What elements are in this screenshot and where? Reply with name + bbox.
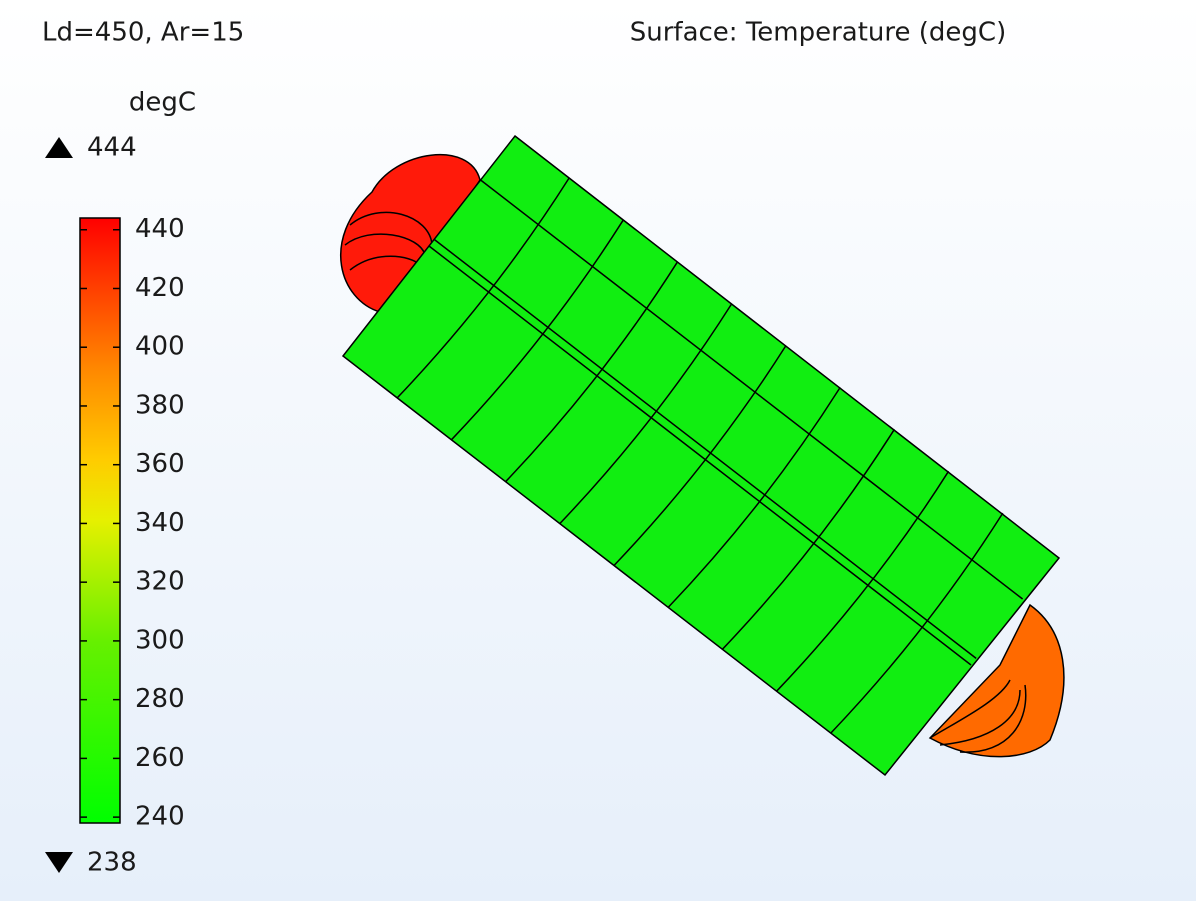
plot-label: Ld=450, Ar=15 bbox=[42, 18, 244, 48]
color-bar bbox=[80, 218, 120, 823]
tick-label: 260 bbox=[135, 743, 185, 773]
tick-label: 400 bbox=[135, 332, 185, 362]
tick-label: 420 bbox=[135, 273, 185, 303]
tick-label: 300 bbox=[135, 625, 185, 655]
legend-min: 238 bbox=[87, 848, 137, 878]
tick-label: 360 bbox=[135, 449, 185, 479]
tick-label: 340 bbox=[135, 508, 185, 538]
legend-unit: degC bbox=[129, 88, 196, 118]
legend-max: 444 bbox=[87, 133, 137, 163]
tick-label: 380 bbox=[135, 390, 185, 420]
tick-label: 320 bbox=[135, 567, 185, 597]
plot-title: Surface: Temperature (degC) bbox=[630, 18, 1006, 48]
tick-label: 280 bbox=[135, 684, 185, 714]
tick-label: 440 bbox=[135, 214, 185, 244]
tick-label: 240 bbox=[135, 802, 185, 832]
plot-window: Ld=450, Ar=15 Surface: Temperature (degC… bbox=[0, 0, 1196, 901]
